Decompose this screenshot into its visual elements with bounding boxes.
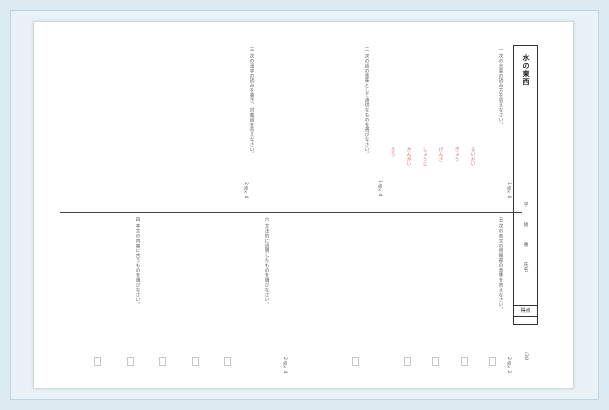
answer-box — [432, 357, 439, 366]
title-box: 水の東西 — [513, 45, 538, 325]
question-heading: 三 次の漢字の読みを書き、対義語を答えなさい。 — [249, 47, 254, 157]
name-label: 組 — [523, 222, 528, 227]
answer-text: かんがい — [406, 147, 411, 167]
points-label: 1点×4 — [377, 180, 382, 197]
points-label: 1点×6 — [506, 182, 511, 199]
points-label: 2点×2 — [506, 357, 511, 374]
answer-box — [461, 357, 468, 366]
name-label: 学 — [523, 202, 528, 207]
name-label: 氏名 — [523, 262, 528, 272]
score-box: 得点 — [513, 305, 538, 317]
worksheet-page: 水の東西 学 組 番 氏名 得点 /30 一 次の言葉の読み方を答えなさい。 二… — [33, 21, 574, 389]
answer-text: ろう — [390, 147, 395, 157]
answer-box — [192, 357, 199, 366]
points-label: 2点×4 — [243, 182, 248, 199]
answer-text: るいだい — [470, 147, 475, 167]
answer-text: げんさ — [438, 147, 443, 162]
answer-text: しょうじ — [422, 147, 427, 167]
score-total: /30 — [523, 352, 528, 361]
answer-text: ぎょう — [454, 147, 459, 162]
question-heading: 五 次の各文の傍線部の意味を答えなさい。 — [498, 217, 503, 312]
answer-box — [94, 357, 101, 366]
answer-box — [352, 357, 359, 366]
question-heading: 四 本文の内容に合うものを選びなさい。 — [135, 217, 140, 307]
worksheet-title: 水の東西 — [522, 54, 530, 86]
answer-box — [404, 357, 411, 366]
answer-box — [159, 357, 166, 366]
answer-box — [224, 357, 231, 366]
points-label: 2点×4 — [282, 357, 287, 374]
question-heading: 二 次の語の意味として適切なものを選びなさい。 — [364, 47, 369, 157]
question-heading: 一 次の言葉の読み方を答えなさい。 — [498, 47, 503, 128]
name-label: 番 — [523, 242, 528, 247]
answer-box — [127, 357, 134, 366]
section-divider — [60, 212, 522, 213]
question-heading: 六 文法的に説明したものを選びなさい。 — [264, 217, 269, 307]
answer-box — [489, 357, 496, 366]
